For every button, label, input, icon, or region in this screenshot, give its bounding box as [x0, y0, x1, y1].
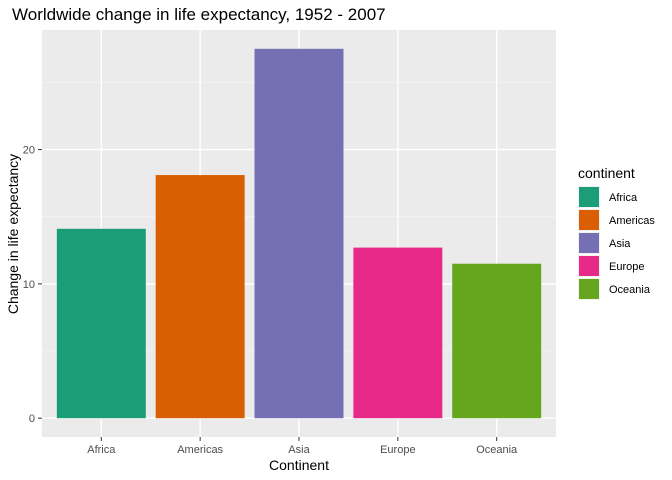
legend-label: Europe	[609, 261, 644, 273]
chart-title: Worldwide change in life expectancy, 195…	[12, 5, 386, 24]
y-axis: 0 10 20	[23, 145, 42, 425]
bar-oceania	[452, 263, 542, 419]
legend-label: Asia	[609, 238, 631, 250]
bar-asia	[254, 48, 344, 419]
x-tick-label: Asia	[288, 444, 310, 456]
x-axis: Africa Americas Asia Europe Oceania	[87, 437, 518, 456]
y-axis-title: Change in life expectancy	[5, 154, 21, 314]
x-tick-label: Europe	[380, 444, 415, 456]
legend-swatch-africa	[579, 187, 599, 207]
legend-label: Americas	[609, 215, 655, 227]
x-axis-title: Continent	[269, 457, 329, 473]
bars	[56, 48, 542, 419]
bar-africa	[56, 228, 146, 419]
y-tick-label: 10	[23, 279, 35, 291]
legend-items: Africa Americas Asia Europe Oceania	[578, 186, 655, 300]
legend-title: continent	[578, 165, 635, 181]
bar-europe	[353, 247, 443, 419]
legend-swatch-oceania	[579, 279, 599, 299]
y-tick-label: 20	[23, 145, 35, 157]
legend-swatch-americas	[579, 210, 599, 230]
y-tick-label: 0	[29, 413, 35, 425]
x-tick-label: Africa	[87, 444, 116, 456]
bar-americas	[155, 175, 245, 419]
legend-swatch-europe	[579, 256, 599, 276]
x-tick-label: Americas	[177, 444, 223, 456]
legend-swatch-asia	[579, 233, 599, 253]
legend-label: Oceania	[609, 284, 651, 296]
x-tick-label: Oceania	[476, 444, 518, 456]
legend-label: Africa	[609, 192, 638, 204]
legend: continent Africa Americas Asia Europe Oceani…	[578, 165, 655, 300]
